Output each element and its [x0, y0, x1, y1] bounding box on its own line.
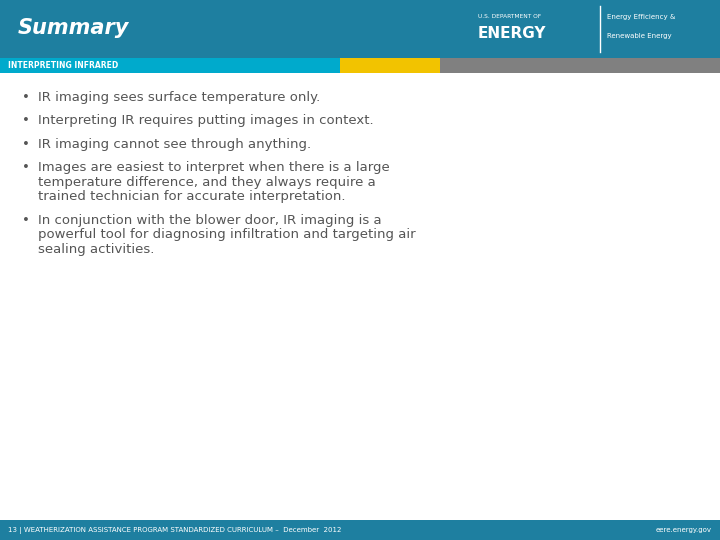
Text: INTERPRETING INFRARED: INTERPRETING INFRARED	[8, 61, 118, 70]
Text: Images are easiest to interpret when there is a large: Images are easiest to interpret when the…	[38, 161, 390, 174]
Bar	[440, 58, 720, 73]
Text: U.S. DEPARTMENT OF: U.S. DEPARTMENT OF	[478, 14, 541, 19]
Text: powerful tool for diagnosing infiltration and targeting air: powerful tool for diagnosing infiltratio…	[38, 228, 415, 241]
Text: Renewable Energy: Renewable Energy	[607, 33, 672, 39]
Text: •: •	[22, 214, 30, 227]
Text: IR imaging cannot see through anything.: IR imaging cannot see through anything.	[38, 138, 311, 151]
Bar	[0, 520, 720, 540]
Text: trained technician for accurate interpretation.: trained technician for accurate interpre…	[38, 190, 346, 203]
Text: Summary: Summary	[18, 18, 130, 38]
Text: •: •	[22, 138, 30, 151]
Text: ENERGY: ENERGY	[478, 26, 546, 41]
Text: eere.energy.gov: eere.energy.gov	[656, 527, 712, 533]
Text: Interpreting IR requires putting images in context.: Interpreting IR requires putting images …	[38, 114, 374, 127]
Bar	[0, 0, 720, 58]
Text: In conjunction with the blower door, IR imaging is a: In conjunction with the blower door, IR …	[38, 214, 382, 227]
Text: •: •	[22, 91, 30, 104]
Text: sealing activities.: sealing activities.	[38, 242, 154, 255]
Text: •: •	[22, 114, 30, 127]
Text: temperature difference, and they always require a: temperature difference, and they always …	[38, 176, 376, 189]
Text: IR imaging sees surface temperature only.: IR imaging sees surface temperature only…	[38, 91, 320, 104]
Text: 13 | WEATHERIZATION ASSISTANCE PROGRAM STANDARDIZED CURRICULUM –  December  2012: 13 | WEATHERIZATION ASSISTANCE PROGRAM S…	[8, 526, 341, 534]
Text: Energy Efficiency &: Energy Efficiency &	[607, 15, 675, 21]
Text: •: •	[22, 161, 30, 174]
Bar	[340, 58, 440, 73]
Bar	[0, 58, 340, 73]
